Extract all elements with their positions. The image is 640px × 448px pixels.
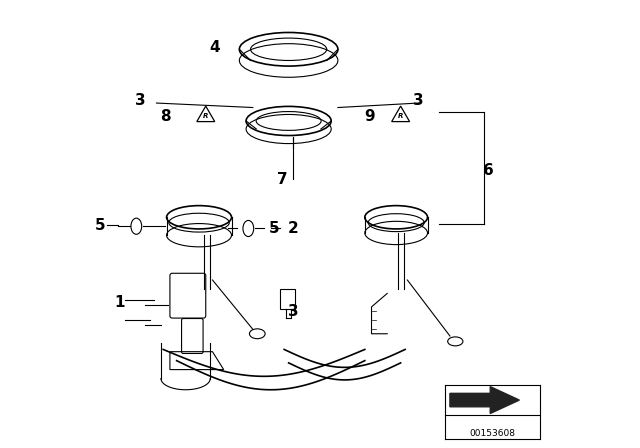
Text: 6: 6 <box>483 163 493 178</box>
Text: 3: 3 <box>136 93 146 108</box>
Text: 1: 1 <box>114 295 124 310</box>
Text: 00153608: 00153608 <box>470 429 515 438</box>
Text: 3: 3 <box>288 304 298 319</box>
Text: 2: 2 <box>288 221 298 236</box>
Polygon shape <box>450 387 520 414</box>
Text: 7: 7 <box>276 172 287 187</box>
Text: 9: 9 <box>364 109 374 124</box>
Text: 3: 3 <box>413 93 424 108</box>
Text: 8: 8 <box>160 109 171 124</box>
Text: 5: 5 <box>269 221 279 236</box>
Text: 4: 4 <box>209 39 220 55</box>
Text: R: R <box>203 112 209 119</box>
Text: R: R <box>398 112 403 119</box>
Text: 5: 5 <box>94 218 105 233</box>
